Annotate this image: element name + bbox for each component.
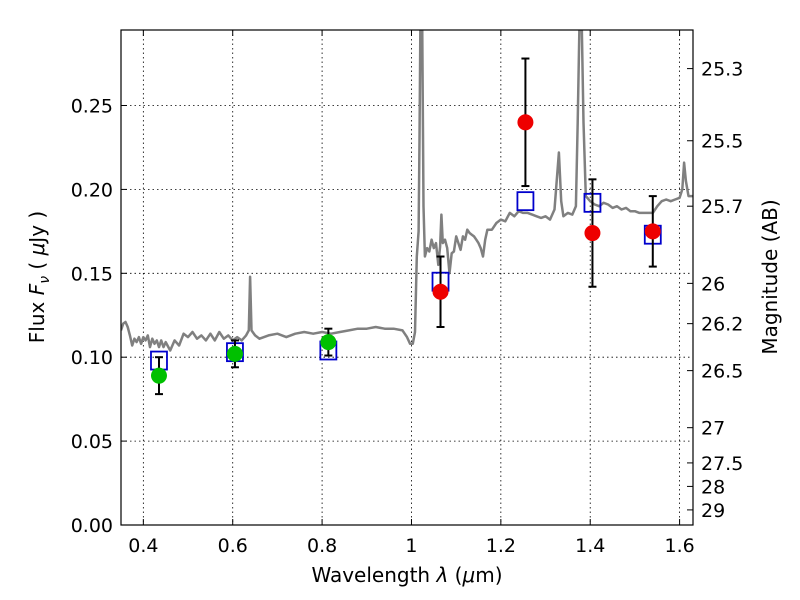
x-tick-label: 1.2 — [486, 535, 516, 557]
mag-tick-label: 27 — [701, 418, 725, 440]
observed-flux-point — [517, 114, 534, 131]
mag-tick-label: 26.5 — [701, 361, 743, 383]
y-tick-label: 0.10 — [71, 347, 113, 369]
observed-flux-point — [432, 283, 449, 300]
mag-tick-label: 27.5 — [701, 453, 743, 475]
mag-tick-label: 29 — [701, 500, 725, 522]
sed-model-line — [121, 30, 693, 352]
x-tick-label: 0.4 — [128, 535, 158, 557]
observed-flux-point — [150, 367, 167, 384]
x-tick-label: 0.8 — [307, 535, 337, 557]
mag-tick-label: 26 — [701, 273, 725, 295]
plot-frame — [120, 29, 694, 526]
x-tick-label: 1.4 — [575, 535, 605, 557]
mag-tick-label: 26.2 — [701, 314, 743, 336]
mag-tick-label: 25.7 — [701, 196, 743, 218]
axis-ticks: 0.4 0.6 0.8 1 1.2 1.4 1.6 0.00 0.05 0.10 0.15 0.20 0… — [71, 30, 743, 557]
data-series — [121, 30, 693, 396]
model-photometry-square — [516, 191, 535, 212]
y-tick-label: 0.15 — [71, 263, 113, 285]
grid-lines — [121, 30, 693, 526]
mag-tick-label: 28 — [701, 476, 725, 498]
x-tick-label: 0.6 — [218, 535, 248, 557]
y-tick-label: 0.20 — [71, 179, 113, 201]
x-tick-label: 1.6 — [664, 535, 694, 557]
mag-tick-label: 25.3 — [701, 59, 743, 81]
mag-tick-label: 25.5 — [701, 131, 743, 153]
observed-flux-point — [226, 345, 243, 362]
y-tick-label: 0.25 — [71, 96, 113, 118]
observed-flux-point — [644, 223, 661, 240]
observed-flux-point — [584, 225, 601, 242]
y-tick-label: 0.05 — [71, 431, 113, 453]
y2-axis-title: Magnitude (AB) — [758, 199, 782, 354]
x-tick-label: 1 — [405, 535, 417, 557]
observed-flux-point — [320, 334, 337, 351]
x-axis-title: Wavelength λ (μm) — [311, 563, 502, 587]
y-tick-label: 0.00 — [71, 515, 113, 537]
y-axis-title: Flux Fν ( μJy ) — [25, 211, 53, 343]
